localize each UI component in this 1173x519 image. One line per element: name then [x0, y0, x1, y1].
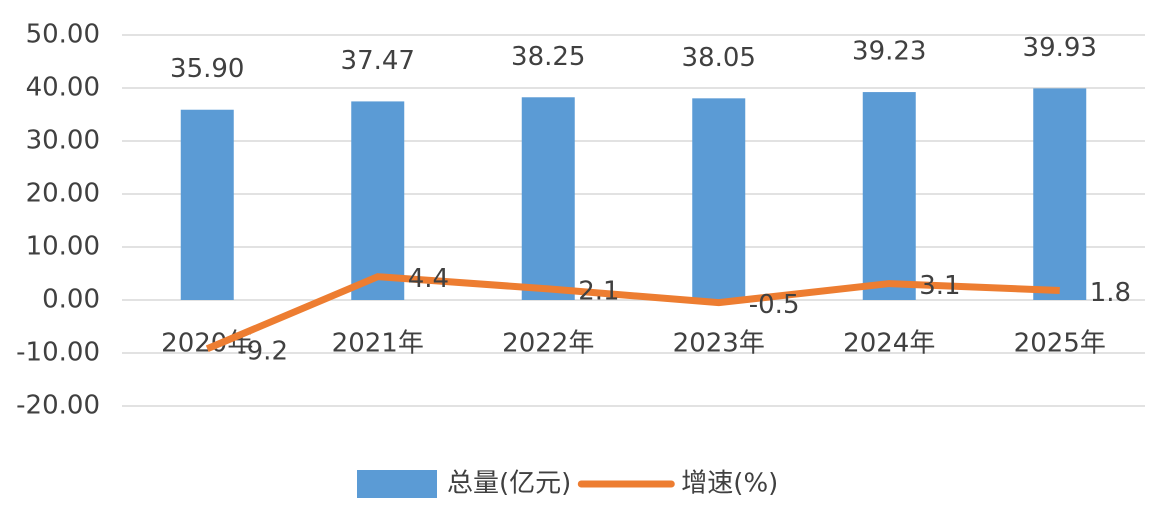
y-tick-label: 30.00 [26, 126, 100, 156]
x-tick-label: 2024年 [843, 329, 935, 359]
bar [521, 97, 575, 301]
bar-value-label: 35.90 [170, 54, 244, 84]
y-tick-label: 20.00 [26, 179, 100, 209]
legend-item: 增速(%) [577, 469, 778, 499]
bar-value-label: 38.25 [511, 42, 585, 72]
x-tick-label: 2022年 [502, 329, 594, 359]
y-tick-label: -10.00 [16, 338, 100, 368]
legend-swatch [357, 470, 437, 498]
y-tick-label: -20.00 [16, 391, 100, 421]
bar [180, 109, 234, 300]
bar-value-label: 39.23 [852, 37, 926, 67]
line-value-label: 4.4 [408, 264, 449, 294]
bar-value-label: 39.93 [1023, 33, 1097, 63]
legend-label: 总量(亿元) [447, 469, 571, 499]
bar [351, 101, 405, 300]
bar [1033, 88, 1087, 300]
bar [692, 98, 746, 301]
x-tick-label: 2025年 [1014, 329, 1106, 359]
line-value-label: 2.1 [578, 276, 619, 306]
line-value-label: 1.8 [1090, 278, 1131, 308]
y-tick-label: 40.00 [26, 73, 100, 103]
legend-item: 总量(亿元) [357, 469, 571, 499]
y-tick-label: 0.00 [42, 285, 100, 315]
y-tick-label: 10.00 [26, 232, 100, 262]
bar-value-label: 37.47 [341, 46, 415, 76]
legend-label: 增速(%) [681, 469, 778, 499]
line [205, 273, 1060, 352]
bar [862, 92, 916, 301]
y-tick-label: 50.00 [26, 20, 100, 50]
x-tick-label: 2023年 [673, 329, 765, 359]
line-value-label: -0.5 [749, 290, 800, 320]
bar-value-label: 38.05 [682, 43, 756, 73]
line-value-label: 3.1 [919, 271, 960, 301]
line-value-label: -9.2 [237, 336, 288, 366]
x-tick-label: 2021年 [332, 329, 424, 359]
